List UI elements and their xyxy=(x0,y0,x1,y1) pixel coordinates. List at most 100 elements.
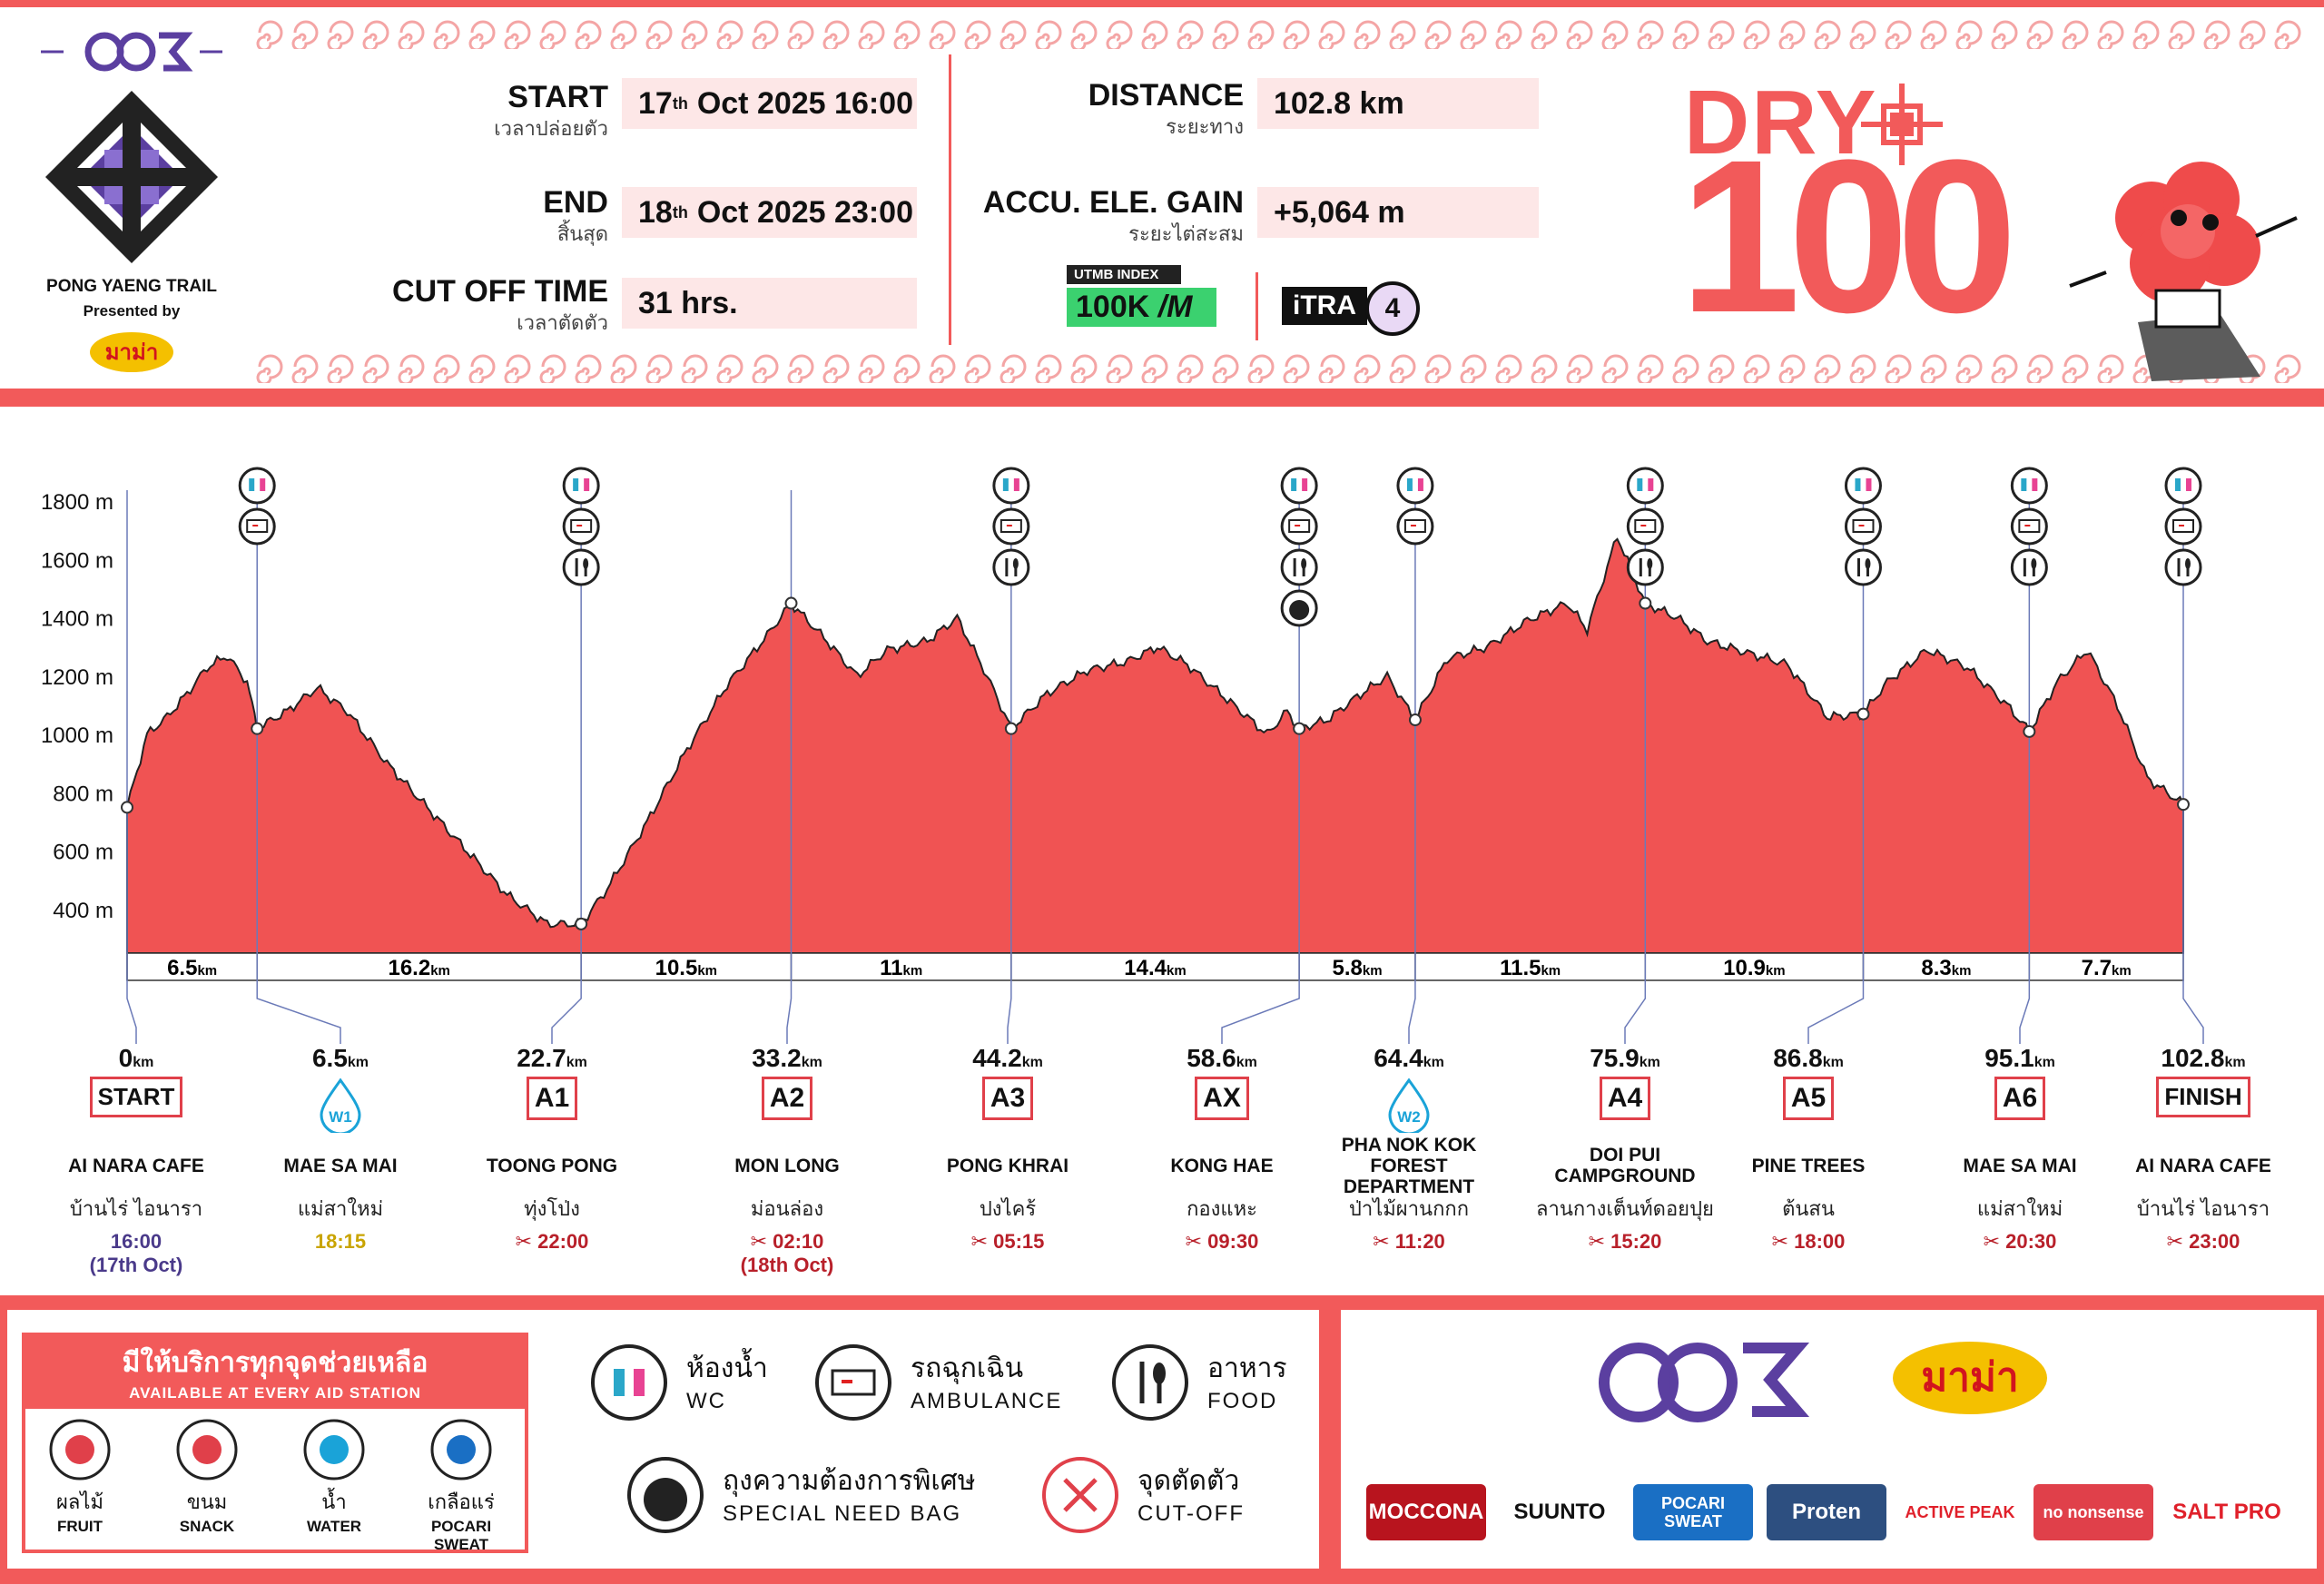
spiral-icon xyxy=(2274,354,2301,383)
spiral-icon xyxy=(1247,354,1275,383)
sponsor-logo: POCARI SWEAT xyxy=(1633,1484,1753,1540)
spiral-icon xyxy=(929,20,956,49)
spiral-icon xyxy=(1672,20,1699,49)
station-name-th: บ้านไร่ ไอนารา xyxy=(69,1197,203,1220)
spiral-icon xyxy=(291,354,319,383)
spiral-icon xyxy=(858,20,885,49)
station-marker xyxy=(121,801,133,814)
spiral-icon xyxy=(822,20,850,49)
spiral-icon xyxy=(1637,354,1664,383)
legend-label-th: จุดตัดตัว xyxy=(1137,1466,1240,1496)
snack-icon xyxy=(176,1419,238,1481)
wc-icon xyxy=(1280,467,1318,505)
spiral-icon xyxy=(1885,354,1912,383)
station-ax: 58.6km AX KONG HAE กองแหะ ✂ 09:30 xyxy=(1118,1044,1326,1254)
water-drop-icon: W2 xyxy=(1388,1077,1430,1136)
svg-text:W1: W1 xyxy=(329,1108,352,1126)
spiral-icon xyxy=(327,354,354,383)
spiral-icon xyxy=(1460,20,1487,49)
station-km: 86.8km xyxy=(1773,1044,1844,1072)
water-icon xyxy=(303,1419,365,1481)
station-name-th: แม่สาใหม่ xyxy=(297,1197,384,1220)
spiral-icon xyxy=(1955,354,1983,383)
ambulance-icon xyxy=(238,507,276,546)
svg-text:W2: W2 xyxy=(1397,1108,1421,1126)
spiral-icon xyxy=(362,354,389,383)
ambulance-icon xyxy=(1280,507,1318,546)
spiral-icon xyxy=(1283,20,1310,49)
spiral-icon xyxy=(681,354,708,383)
station-code-badge: A2 xyxy=(761,1077,813,1120)
spiral-icon xyxy=(1637,20,1664,49)
spiral-icon xyxy=(1531,20,1558,49)
spiral-icon xyxy=(2203,20,2230,49)
spiral-icon xyxy=(964,354,991,383)
spiral-icon xyxy=(1495,20,1522,49)
aid-box-header: มีให้บริการทุกจุดช่วยเหลือ AVAILABLE AT … xyxy=(25,1336,525,1409)
spiral-icon xyxy=(1000,20,1027,49)
spiral-icon xyxy=(1460,354,1487,383)
spiral-icon xyxy=(1318,354,1345,383)
race-name-100: 100 xyxy=(1679,114,2017,358)
aid-item-th: น้ำ xyxy=(321,1491,347,1513)
gain-th: ระยะไต่สะสม xyxy=(1128,222,1244,245)
food-icon xyxy=(2164,548,2202,586)
food-icon xyxy=(1626,548,1664,586)
station-time: ✂ 23:00 xyxy=(2166,1230,2240,1253)
spiral-icon xyxy=(1601,354,1629,383)
station-time: ✂ 15:20 xyxy=(1588,1230,1662,1253)
station-connector xyxy=(551,980,582,1044)
y-tick-label: 1600 m xyxy=(41,548,113,573)
legend-label-th: ถุงความต้องการพิเศษ xyxy=(723,1466,976,1496)
spiral-icon xyxy=(327,20,354,49)
spiral-icon xyxy=(610,354,637,383)
spiral-icon xyxy=(398,20,425,49)
station-km: 75.9km xyxy=(1590,1044,1660,1072)
spiral-icon xyxy=(2062,354,2089,383)
spiral-icon xyxy=(575,354,602,383)
pong-yaeng-emblem xyxy=(36,86,227,268)
ambulance-icon xyxy=(562,507,600,546)
aid-item: ผลไม้ FRUIT xyxy=(25,1418,134,1536)
station-time: ✂ 20:30 xyxy=(1983,1230,2057,1253)
sponsor-logo: SUUNTO xyxy=(1500,1484,1620,1540)
station-code-badge: A5 xyxy=(1782,1077,1835,1120)
spiral-icon xyxy=(2274,20,2301,49)
aid-item: น้ำ WATER xyxy=(280,1418,389,1536)
station-connector xyxy=(1221,980,1300,1044)
sponsor-logo: Proten xyxy=(1767,1484,1886,1540)
station-name: TOONG PONG xyxy=(486,1155,618,1176)
station-name-th: ปงไคร้ xyxy=(979,1197,1037,1220)
spiral-icon xyxy=(893,20,921,49)
y-tick-label: 1400 m xyxy=(41,607,113,632)
station-connector xyxy=(2019,980,2031,1044)
wc-icon xyxy=(2164,467,2202,505)
spiral-icon xyxy=(1778,20,1806,49)
station-name-th: ม่อนล่อง xyxy=(750,1197,824,1220)
spiral-icon xyxy=(1814,354,1841,383)
food-icon xyxy=(1844,548,1882,586)
spiral-icon xyxy=(645,20,673,49)
station-km: 6.5km xyxy=(311,1044,369,1072)
y-tick-label: 1800 m xyxy=(41,490,113,515)
itra-value: 4 xyxy=(1365,281,1420,336)
station-connector xyxy=(126,980,137,1044)
spiral-icon xyxy=(1849,354,1876,383)
sponsor-logo: no nonsense xyxy=(2034,1484,2153,1540)
spiral-icon xyxy=(645,354,673,383)
spiral-icon xyxy=(1601,20,1629,49)
station-marker xyxy=(1408,713,1422,727)
spiral-icon xyxy=(2062,20,2089,49)
spiral-icon xyxy=(1247,20,1275,49)
food-icon xyxy=(1112,1344,1188,1421)
station-name-th: แม่สาใหม่ xyxy=(1976,1197,2063,1220)
spiral-icon xyxy=(2097,20,2124,49)
ambulance-icon xyxy=(1844,507,1882,546)
start-th: เวลาปล่อยตัว xyxy=(494,117,608,140)
spiral-icon xyxy=(752,354,779,383)
station-time: ✂ 18:00 xyxy=(1771,1230,1846,1253)
distance-th: ระยะทาง xyxy=(1166,115,1244,138)
station-start: 0km START AI NARA CAFE บ้านไร่ ไอนารา 16:00(… xyxy=(32,1044,241,1277)
wc-icon xyxy=(1626,467,1664,505)
spiral-icon xyxy=(433,20,460,49)
